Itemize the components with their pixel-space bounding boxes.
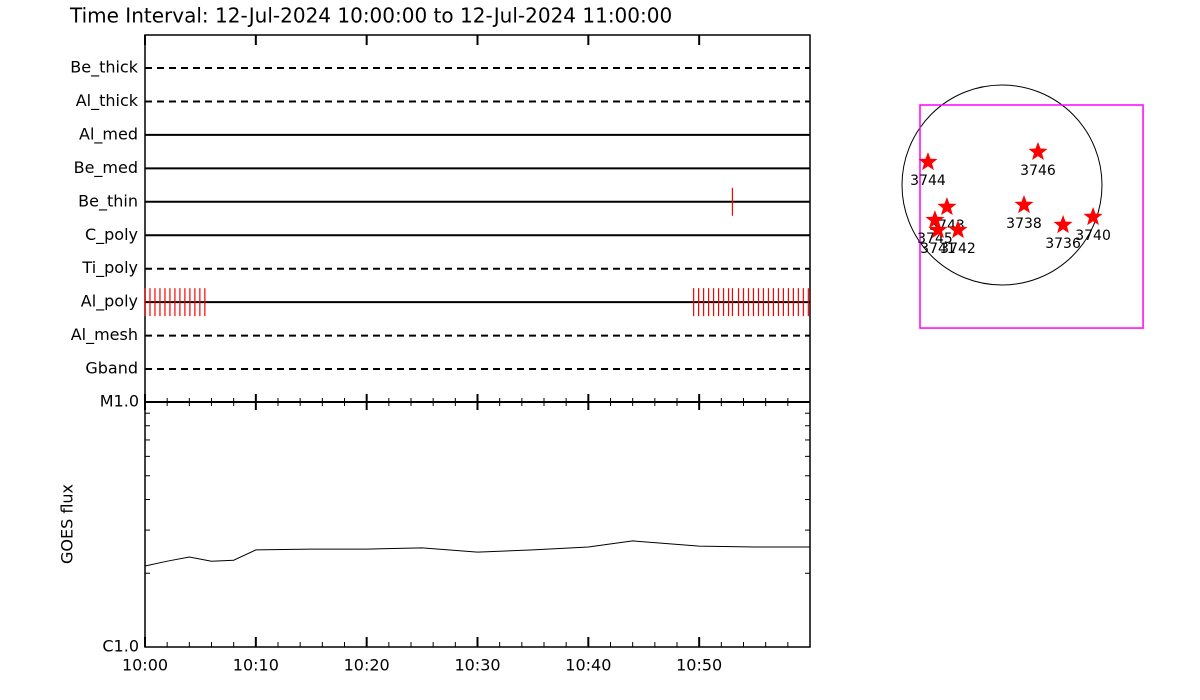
active-region-label: 3745 <box>917 231 953 247</box>
active-region-label: 3744 <box>910 173 946 189</box>
active-region-star <box>937 197 957 216</box>
filter-label: Be_med <box>74 158 138 178</box>
filter-label: C_poly <box>85 225 138 245</box>
active-region-label: 3746 <box>1020 163 1056 179</box>
active-region-star <box>1083 207 1103 226</box>
active-region-label: 3742 <box>940 241 976 257</box>
active-region-label: 3738 <box>1006 216 1042 232</box>
filter-label: Be_thick <box>70 58 138 78</box>
x-tick-label: 10:30 <box>454 656 500 675</box>
y-tick-label: C1.0 <box>102 637 139 656</box>
solar-limb <box>901 84 1103 286</box>
y-tick-label: M1.0 <box>100 392 139 411</box>
goes-flux-line <box>144 540 810 567</box>
active-region-star <box>1014 195 1034 214</box>
chart-title: Time Interval: 12-Jul-2024 10:00:00 to 1… <box>69 4 672 28</box>
x-tick-label: 10:00 <box>122 656 168 675</box>
active-region-label: 3741 <box>920 241 956 257</box>
active-region-star <box>948 220 968 239</box>
x-tick-label: 10:50 <box>676 656 722 675</box>
fov-box <box>919 104 1144 329</box>
filter-label: Al_med <box>79 124 138 144</box>
x-tick-label: 10:10 <box>233 656 279 675</box>
active-region-star <box>928 220 948 239</box>
filter-label: Be_thin <box>78 191 138 211</box>
filter-label: Ti_poly <box>81 258 138 278</box>
active-region-label: 3740 <box>1075 228 1111 244</box>
y-axis-label: GOES flux <box>58 484 77 564</box>
filter-label: Al_thick <box>76 91 139 111</box>
active-region-label: 3736 <box>1045 236 1081 252</box>
x-tick-label: 10:20 <box>344 656 390 675</box>
filter-label: Al_mesh <box>71 325 138 345</box>
filter-label: Al_poly <box>81 292 138 312</box>
active-region-star <box>925 210 945 229</box>
x-tick-label: 10:40 <box>565 656 611 675</box>
filter-label: Gband <box>85 359 138 378</box>
active-region-star <box>1053 215 1073 234</box>
active-region-star <box>1028 141 1048 160</box>
active-region-star <box>918 152 938 171</box>
